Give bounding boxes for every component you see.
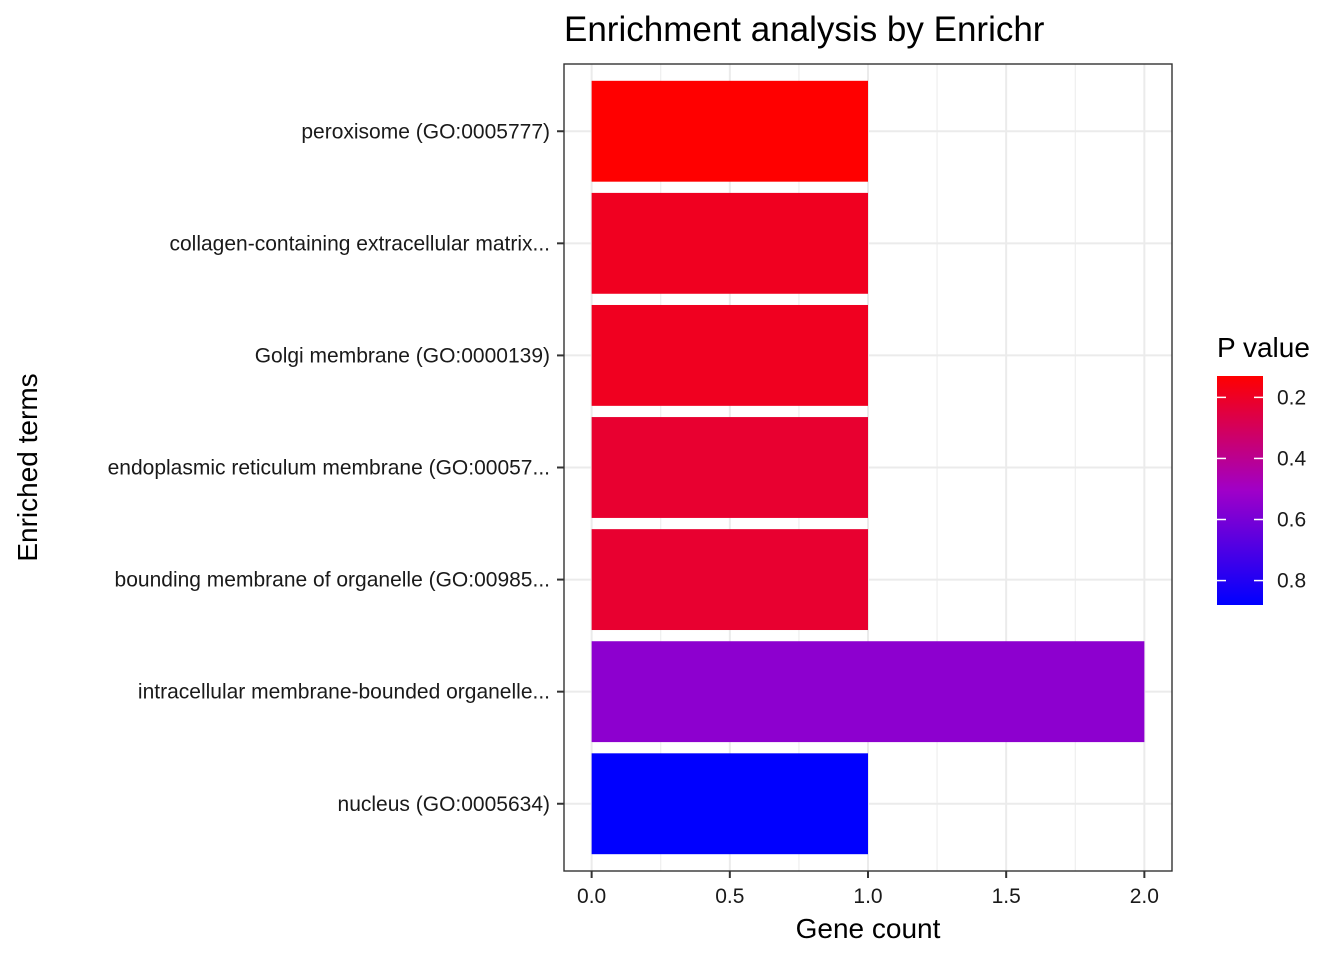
x-axis: 0.0 0.5 1.0 1.5 2.0 bbox=[577, 871, 1159, 908]
bar bbox=[591, 417, 868, 518]
legend-title: P value bbox=[1217, 332, 1310, 363]
y-tick-label: bounding membrane of organelle (GO:00985… bbox=[115, 569, 550, 592]
bar bbox=[591, 529, 868, 631]
x-tick-label: 0.0 bbox=[577, 885, 606, 908]
x-tick-label: 1.0 bbox=[853, 885, 882, 908]
bar bbox=[591, 192, 868, 294]
y-tick-label: endoplasmic reticulum membrane (GO:00057… bbox=[108, 457, 550, 480]
legend-tick-label: 0.4 bbox=[1277, 447, 1307, 470]
bar bbox=[591, 80, 868, 182]
chart-title: Enrichment analysis by Enrichr bbox=[564, 10, 1045, 49]
y-tick-label: peroxisome (GO:0005777) bbox=[301, 120, 550, 143]
legend-colorbar bbox=[1217, 376, 1263, 605]
bar bbox=[591, 304, 868, 406]
y-tick-label: collagen-containing extracellular matrix… bbox=[169, 232, 550, 255]
legend-ticks: 0.2 0.4 0.6 0.8 bbox=[1217, 386, 1307, 593]
legend-tick-label: 0.2 bbox=[1277, 386, 1306, 409]
plot-area bbox=[563, 63, 1173, 872]
y-axis-title: Enriched terms bbox=[12, 373, 43, 561]
y-tick-label: nucleus (GO:0005634) bbox=[338, 793, 550, 816]
legend-tick-label: 0.8 bbox=[1277, 570, 1306, 593]
y-tick-label: Golgi membrane (GO:0000139) bbox=[255, 344, 550, 367]
p-value-legend: P value 0.2 0.4 0.6 0.8 bbox=[1217, 332, 1310, 605]
x-tick-label: 2.0 bbox=[1130, 885, 1159, 908]
x-tick-label: 0.5 bbox=[715, 885, 744, 908]
y-tick-label: intracellular membrane-bounded organelle… bbox=[138, 681, 550, 704]
bar bbox=[591, 641, 1145, 743]
x-axis-title: Gene count bbox=[796, 913, 941, 944]
bars bbox=[591, 80, 1145, 855]
bar bbox=[591, 753, 868, 855]
legend-tick-label: 0.6 bbox=[1277, 509, 1306, 532]
x-tick-label: 1.5 bbox=[992, 885, 1021, 908]
y-axis: peroxisome (GO:0005777) collagen-containi… bbox=[108, 120, 564, 816]
